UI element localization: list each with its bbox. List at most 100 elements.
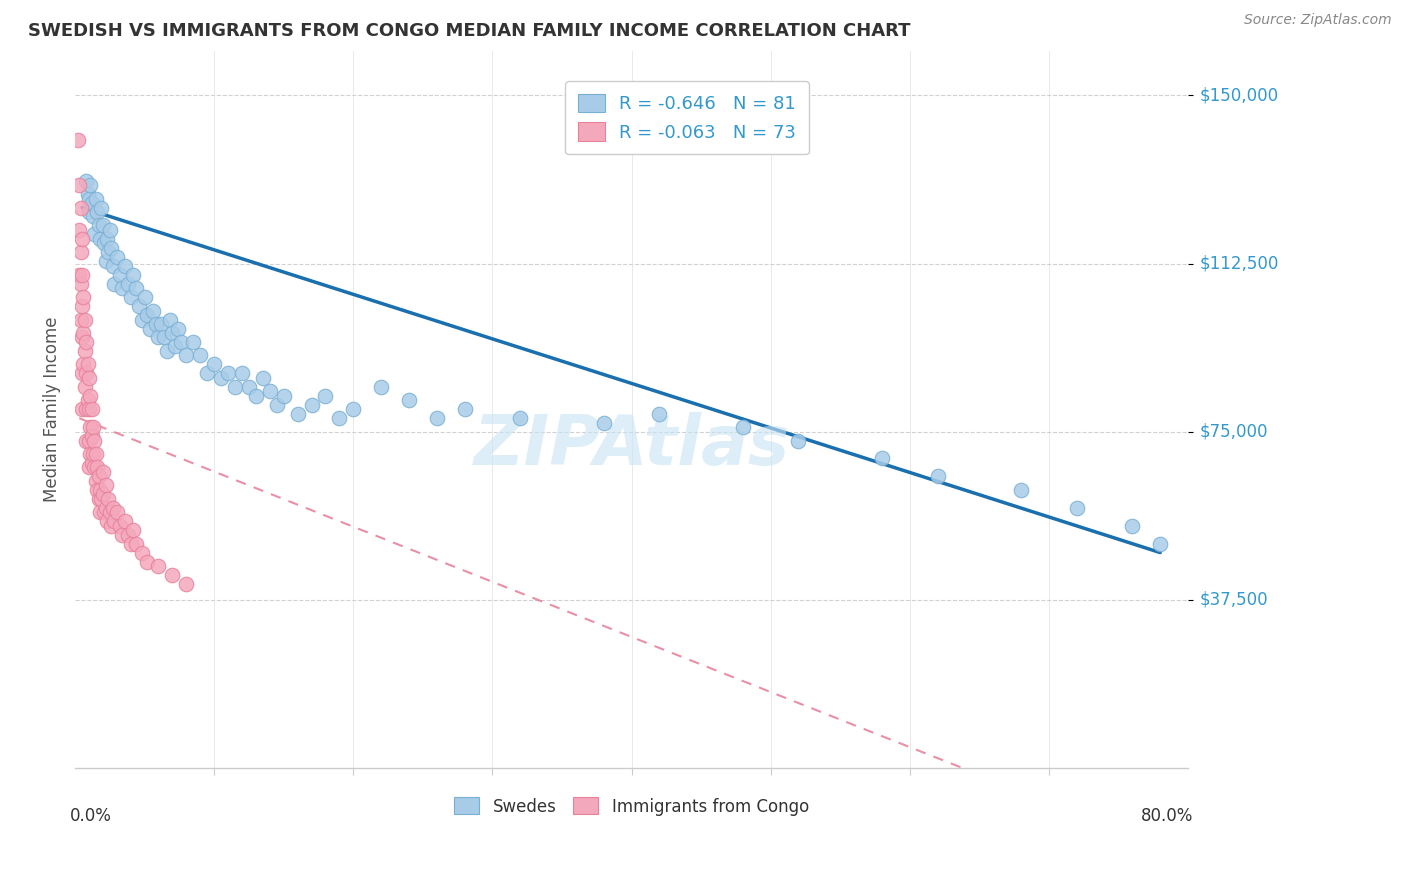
Point — [103, 514, 125, 528]
Point — [273, 389, 295, 403]
Point — [77, 460, 100, 475]
Point — [77, 402, 100, 417]
Point — [100, 241, 122, 255]
Point — [77, 192, 100, 206]
Point — [101, 500, 124, 515]
Point — [70, 268, 93, 282]
Point — [72, 357, 94, 371]
Point — [77, 434, 100, 448]
Point — [101, 259, 124, 273]
Point — [156, 343, 179, 358]
Point — [83, 227, 105, 242]
Point — [84, 447, 107, 461]
Point — [84, 474, 107, 488]
Point — [252, 371, 274, 385]
Point — [69, 312, 91, 326]
Text: $37,500: $37,500 — [1199, 591, 1268, 608]
Point — [117, 277, 139, 291]
Point — [114, 514, 136, 528]
Point — [108, 268, 131, 282]
Point — [398, 393, 420, 408]
Text: Source: ZipAtlas.com: Source: ZipAtlas.com — [1244, 13, 1392, 28]
Text: $112,500: $112,500 — [1199, 254, 1278, 273]
Point — [139, 321, 162, 335]
Point — [79, 178, 101, 193]
Point — [91, 465, 114, 479]
Text: 0.0%: 0.0% — [69, 807, 111, 825]
Point — [245, 389, 267, 403]
Point — [105, 505, 128, 519]
Text: 80.0%: 80.0% — [1142, 807, 1194, 825]
Point — [120, 290, 142, 304]
Point — [1121, 518, 1143, 533]
Point — [111, 281, 134, 295]
Point — [82, 447, 104, 461]
Point — [301, 398, 323, 412]
Legend: Swedes, Immigrants from Congo: Swedes, Immigrants from Congo — [446, 789, 817, 824]
Point — [1149, 536, 1171, 550]
Point — [103, 277, 125, 291]
Text: SWEDISH VS IMMIGRANTS FROM CONGO MEDIAN FAMILY INCOME CORRELATION CHART: SWEDISH VS IMMIGRANTS FROM CONGO MEDIAN … — [28, 22, 911, 40]
Point — [75, 334, 97, 349]
Point — [162, 568, 184, 582]
Point — [73, 380, 96, 394]
Point — [266, 398, 288, 412]
Point — [238, 380, 260, 394]
Point — [86, 483, 108, 497]
Point — [98, 223, 121, 237]
Point — [72, 290, 94, 304]
Point — [165, 339, 187, 353]
Point — [122, 268, 145, 282]
Point — [86, 205, 108, 219]
Point — [453, 402, 475, 417]
Point — [142, 303, 165, 318]
Point — [787, 434, 810, 448]
Point — [67, 223, 90, 237]
Point — [1066, 500, 1088, 515]
Point — [328, 411, 350, 425]
Point — [231, 367, 253, 381]
Point — [76, 187, 98, 202]
Point — [75, 434, 97, 448]
Point — [188, 348, 211, 362]
Point — [83, 460, 105, 475]
Point — [90, 491, 112, 506]
Point — [870, 451, 893, 466]
Text: ZIPAtlas: ZIPAtlas — [474, 411, 790, 478]
Point — [125, 536, 148, 550]
Point — [70, 330, 93, 344]
Point — [342, 402, 364, 417]
Point — [80, 456, 103, 470]
Point — [73, 343, 96, 358]
Point — [75, 367, 97, 381]
Point — [145, 317, 167, 331]
Point — [70, 402, 93, 417]
Point — [125, 281, 148, 295]
Y-axis label: Median Family Income: Median Family Income — [44, 317, 60, 502]
Point — [136, 555, 159, 569]
Point — [131, 546, 153, 560]
Point — [131, 312, 153, 326]
Point — [79, 389, 101, 403]
Point — [111, 527, 134, 541]
Point — [224, 380, 246, 394]
Point — [96, 514, 118, 528]
Point — [98, 505, 121, 519]
Point — [91, 219, 114, 233]
Point — [122, 523, 145, 537]
Point — [136, 308, 159, 322]
Point — [87, 469, 110, 483]
Point — [91, 487, 114, 501]
Point — [69, 277, 91, 291]
Point — [314, 389, 336, 403]
Point — [170, 334, 193, 349]
Point — [108, 518, 131, 533]
Point — [128, 299, 150, 313]
Point — [120, 536, 142, 550]
Point — [287, 407, 309, 421]
Point — [114, 259, 136, 273]
Point — [94, 478, 117, 492]
Point — [89, 483, 111, 497]
Point — [70, 299, 93, 313]
Point — [181, 334, 204, 349]
